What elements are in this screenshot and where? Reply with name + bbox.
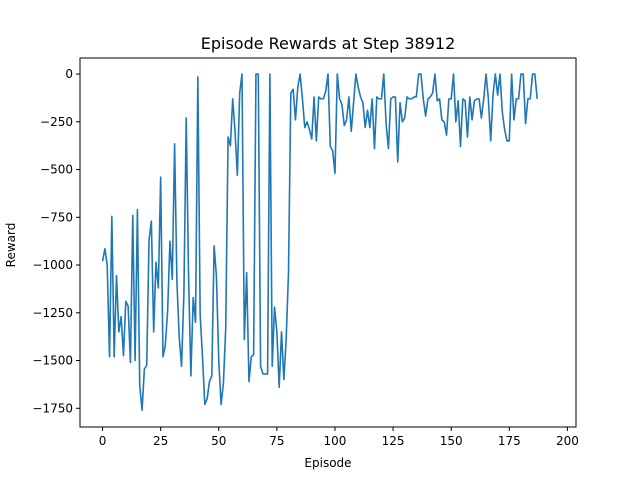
x-tick-label: 150 <box>440 434 463 448</box>
y-tick-label: −750 <box>40 210 73 224</box>
y-tick-label: −1000 <box>32 258 73 272</box>
y-tick-label: −1250 <box>32 306 73 320</box>
series-line <box>101 73 538 411</box>
x-tick-label: 50 <box>211 434 226 448</box>
x-axis: 0 25 50 75 100 125 150 175 200 <box>99 427 579 448</box>
y-tick-label: 0 <box>65 67 73 81</box>
x-axis-label: Episode <box>304 456 351 470</box>
x-tick-label: 125 <box>382 434 405 448</box>
x-tick-label: 100 <box>324 434 347 448</box>
y-tick-label: −1500 <box>32 354 73 368</box>
chart-title: Episode Rewards at Step 38912 <box>201 34 456 53</box>
x-tick-label: 25 <box>153 434 168 448</box>
axes-frame <box>79 57 577 428</box>
y-tick-label: −500 <box>40 163 73 177</box>
y-tick-label: −1750 <box>32 401 73 415</box>
y-axis-label: Reward <box>4 223 18 268</box>
x-tick-label: 0 <box>99 434 107 448</box>
y-axis: 0 −250 −500 −750 −1000 −1250 −1500 −1750 <box>32 67 80 415</box>
x-tick-label: 75 <box>269 434 284 448</box>
plot-area <box>101 73 538 411</box>
y-tick-label: −250 <box>40 115 73 129</box>
x-tick-label: 200 <box>556 434 579 448</box>
x-tick-label: 175 <box>498 434 521 448</box>
